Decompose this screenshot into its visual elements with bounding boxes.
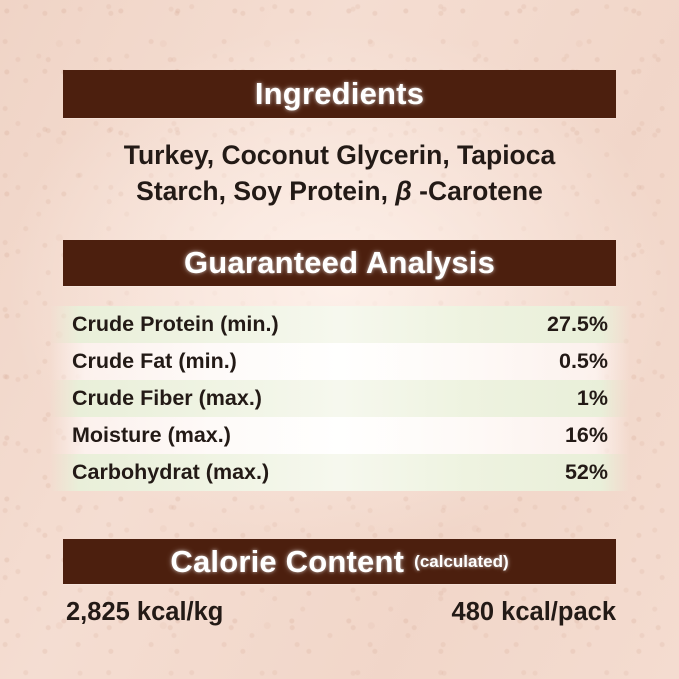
calories-per-kg: 2,825 kcal/kg: [66, 598, 224, 626]
guaranteed-analysis-table: Crude Protein (min.) 27.5% Crude Fat (mi…: [50, 306, 630, 491]
nutrient-value: 1%: [576, 386, 608, 410]
ingredients-list: Turkey, Coconut Glycerin, Tapioca Starch…: [60, 138, 619, 209]
nutrient-value: 52%: [564, 460, 608, 484]
calories-per-pack: 480 kcal/pack: [451, 598, 616, 626]
guaranteed-analysis-header-bar: Guaranteed Analysis: [63, 240, 616, 286]
nutrient-label: Carbohydrat (max.): [72, 460, 270, 484]
ingredients-line-2-suffix: -Carotene: [411, 175, 543, 206]
table-row: Crude Fiber (max.) 1%: [50, 380, 630, 417]
table-row: Carbohydrat (max.) 52%: [50, 454, 630, 491]
nutrient-label: Crude Fiber (max.): [72, 386, 262, 410]
table-row: Moisture (max.) 16%: [50, 417, 630, 454]
nutrient-label: Moisture (max.): [72, 423, 231, 447]
nutrient-value: 16%: [564, 423, 608, 447]
row-background: [50, 380, 630, 417]
calorie-content-header-bar: Calorie Content (calculated): [63, 539, 616, 584]
ingredients-heading: Ingredients: [254, 76, 425, 111]
calorie-content-calculated-note: (calculated): [414, 551, 509, 571]
nutrient-label: Crude Fat (min.): [72, 349, 237, 373]
nutrient-label: Crude Protein (min.): [72, 312, 279, 336]
beta-symbol: β: [395, 175, 412, 206]
ingredients-line-2: Starch, Soy Protein, β -Carotene: [60, 174, 619, 210]
row-background: [50, 343, 630, 380]
ingredients-line-1: Turkey, Coconut Glycerin, Tapioca: [123, 140, 556, 170]
calorie-content-heading: Calorie Content: [170, 543, 405, 579]
nutrient-value: 27.5%: [547, 312, 608, 336]
ingredients-line-2-prefix: Starch, Soy Protein,: [136, 175, 396, 206]
row-background: [50, 306, 630, 343]
row-background: [50, 417, 630, 454]
ingredients-header-bar: Ingredients: [63, 70, 616, 118]
row-background: [50, 454, 630, 491]
guaranteed-analysis-heading: Guaranteed Analysis: [183, 245, 496, 280]
nutrient-value: 0.5%: [558, 349, 608, 373]
table-row: Crude Protein (min.) 27.5%: [50, 306, 630, 343]
calorie-values: 2,825 kcal/kg 480 kcal/pack: [66, 598, 616, 627]
table-row: Crude Fat (min.) 0.5%: [50, 343, 630, 380]
